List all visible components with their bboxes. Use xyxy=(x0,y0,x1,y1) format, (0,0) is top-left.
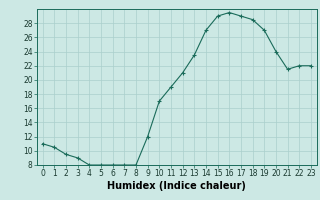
X-axis label: Humidex (Indice chaleur): Humidex (Indice chaleur) xyxy=(108,181,246,191)
